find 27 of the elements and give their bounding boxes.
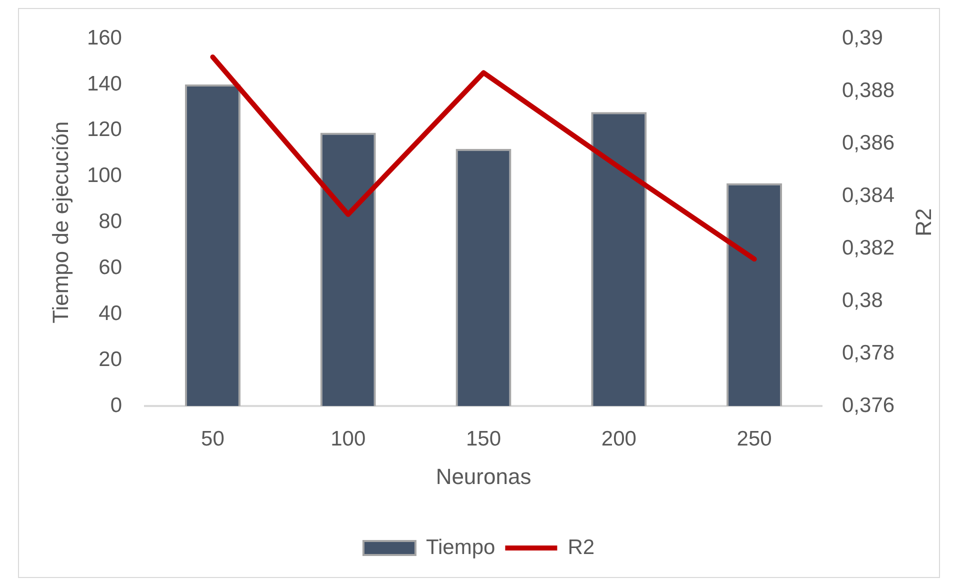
y2-tick-label: 0,384 (842, 184, 895, 207)
y-tick-label: 100 (86, 164, 122, 188)
y-tick-label: 20 (98, 348, 122, 371)
y-tick-label: 60 (98, 256, 122, 280)
y2-tick-label: 0,376 (842, 394, 895, 417)
y-tick-label: 140 (86, 72, 122, 96)
y-tick-label: 160 (86, 26, 122, 50)
x-tick-label: 200 (601, 427, 636, 450)
y-tick-label: 0 (110, 394, 122, 417)
y2-axis-title: R2 (911, 208, 936, 236)
y2-tick-label: 0,388 (842, 78, 895, 102)
y2-tick-label: 0,386 (842, 131, 895, 154)
x-tick-label: 100 (330, 427, 366, 450)
y2-tick-label: 0,38 (842, 288, 883, 312)
x-tick-label: 50 (201, 427, 224, 450)
y-tick-label: 40 (98, 302, 122, 325)
x-axis-title: Neuronas (436, 464, 532, 490)
x-tick-label: 250 (736, 427, 772, 450)
y-axis-title: Tiempo de ejecución (48, 121, 74, 324)
y-tick-label: 80 (98, 210, 122, 234)
y2-tick-label: 0,39 (842, 26, 883, 50)
legend-label: R2 (568, 536, 595, 559)
y2-tick-label: 0,382 (842, 236, 895, 260)
y2-tick-label: 0,378 (842, 341, 895, 364)
x-tick-label: 150 (466, 427, 502, 450)
legend-label: Tiempo (426, 536, 496, 559)
y-tick-label: 120 (86, 118, 122, 142)
